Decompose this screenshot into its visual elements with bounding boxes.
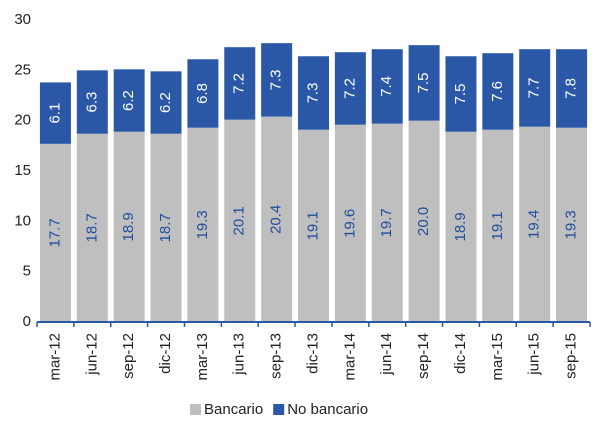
x-tick-label: dic-13	[304, 333, 321, 374]
bar-segment	[445, 131, 477, 322]
y-tick-label: 25	[14, 61, 31, 78]
x-tick-label: jun-12	[83, 333, 100, 376]
x-tick-label: mar-13	[194, 333, 211, 381]
bar-segment	[445, 56, 477, 132]
bar-segment	[371, 49, 403, 124]
legend-label: No bancario	[287, 401, 368, 418]
data-label: 19.1	[489, 211, 506, 240]
bar-segment	[334, 52, 366, 125]
data-label: 7.4	[378, 76, 395, 97]
data-label: 17.7	[46, 218, 63, 247]
data-label: 19.3	[563, 210, 580, 239]
data-label: 7.3	[268, 69, 285, 90]
bar-segment	[261, 116, 293, 322]
data-label: 6.8	[194, 83, 211, 104]
bar-segment	[556, 49, 588, 128]
bar-segment	[371, 123, 403, 322]
data-label: 6.1	[46, 103, 63, 124]
x-tick-label: sep-13	[268, 333, 285, 379]
data-label: 7.2	[231, 73, 248, 94]
x-tick-label: dic-14	[452, 333, 469, 374]
bar-segment	[113, 131, 145, 322]
x-tick-label: dic-12	[157, 333, 174, 374]
legend-label: Bancario	[204, 401, 263, 418]
x-tick-label: mar-15	[489, 333, 506, 381]
data-label: 7.7	[526, 78, 543, 99]
y-tick-label: 30	[14, 11, 31, 28]
legend-swatch	[273, 404, 285, 415]
bar-segment	[187, 127, 219, 322]
data-label: 7.2	[341, 78, 358, 99]
bar-segment	[408, 120, 440, 323]
bar-segment	[39, 82, 71, 144]
data-label: 6.2	[120, 90, 137, 111]
data-label: 20.4	[268, 205, 285, 234]
data-label: 7.5	[415, 72, 432, 93]
data-label: 6.3	[83, 92, 100, 113]
legend-swatch	[190, 404, 201, 415]
bar-segment	[482, 53, 514, 130]
data-label: 7.6	[489, 81, 506, 102]
data-label: 19.1	[304, 211, 321, 240]
x-tick-label: sep-12	[120, 333, 137, 379]
x-tick-label: jun-14	[378, 333, 395, 376]
bar-segment	[76, 70, 108, 134]
x-tick-label: jun-15	[526, 333, 543, 376]
bar-segment	[187, 59, 219, 128]
data-label: 19.4	[526, 210, 543, 239]
x-tick-label: sep-14	[415, 333, 432, 379]
data-label: 6.2	[157, 92, 174, 113]
y-tick-label: 10	[14, 212, 31, 229]
bar-segment	[408, 45, 440, 121]
bar-segment	[298, 129, 329, 322]
data-label: 19.6	[341, 209, 358, 238]
bar-segment	[76, 133, 108, 322]
bar-segment	[224, 47, 256, 120]
data-label: 20.1	[231, 206, 248, 235]
bar-segment	[298, 56, 329, 130]
data-label: 19.7	[378, 208, 395, 237]
bar-segment	[482, 129, 514, 322]
data-label: 20.0	[415, 207, 432, 236]
bar-segment	[261, 43, 293, 117]
y-tick-label: 5	[23, 263, 31, 280]
bar-segment	[519, 49, 551, 127]
bar-segment	[519, 126, 551, 322]
y-tick-label: 20	[14, 112, 31, 129]
data-label: 18.9	[452, 212, 469, 241]
bar-segment	[556, 127, 588, 322]
data-label: 18.7	[157, 213, 174, 242]
x-tick-label: jun-13	[231, 333, 248, 376]
x-tick-label: mar-14	[341, 333, 358, 381]
bar-segment	[334, 124, 366, 323]
bar-segment	[150, 71, 182, 134]
bar-segment	[113, 69, 145, 132]
data-label: 18.9	[120, 212, 137, 241]
x-tick-label: sep-15	[563, 333, 580, 379]
bar-segment	[39, 143, 71, 322]
bar-segment	[224, 119, 256, 322]
data-label: 7.5	[452, 84, 469, 105]
data-label: 7.8	[563, 78, 580, 99]
y-tick-label: 0	[23, 313, 31, 330]
data-label: 7.3	[304, 83, 321, 104]
data-label: 18.7	[83, 213, 100, 242]
bar-segment	[150, 133, 182, 322]
x-tick-label: mar-12	[46, 333, 63, 381]
data-label: 19.3	[194, 210, 211, 239]
y-tick-label: 15	[14, 162, 31, 179]
